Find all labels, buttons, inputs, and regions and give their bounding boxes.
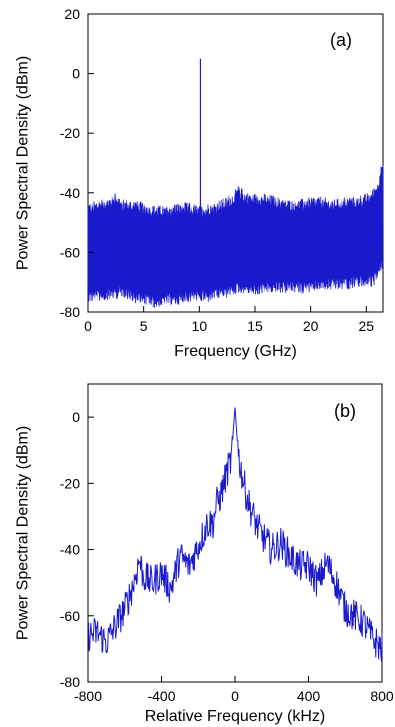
x-tick-label: 800 — [370, 688, 394, 704]
spectrum-line-a — [87, 165, 384, 308]
panel-label-a: (a) — [330, 30, 352, 50]
y-tick-label: -40 — [60, 185, 80, 201]
x-tick-label: 20 — [303, 318, 319, 334]
y-tick-label: -40 — [60, 542, 80, 558]
y-tick-label: -60 — [60, 244, 80, 260]
y-tick-label: 0 — [72, 66, 80, 82]
x-tick-label: 0 — [231, 688, 239, 704]
y-tick-label: -80 — [60, 674, 80, 690]
panel-label-b: (b) — [334, 401, 356, 421]
y-axis-title-b: Power Spectral Density (dBm) — [15, 426, 32, 640]
x-tick-label: -800 — [74, 688, 102, 704]
plot-frame-b — [87, 383, 383, 683]
x-axis-title-a: Frequency (GHz) — [174, 343, 297, 360]
chart-panel-a: 0 5 10 15 20 25 20 0 -20 -40 -60 -80 (a) Frequency… — [15, 6, 384, 360]
plot-frame-a — [87, 13, 384, 313]
x-tick-label: 400 — [297, 688, 321, 704]
x-tick-label: 0 — [84, 318, 92, 334]
y-tick-label: 0 — [72, 409, 80, 425]
x-ticks-a: 0 5 10 15 20 25 — [84, 306, 374, 334]
x-tick-label: 15 — [247, 318, 263, 334]
chart-panel-b: -800 -400 0 400 800 0 -20 -40 -60 -80 (b) Relati… — [15, 383, 394, 725]
x-tick-label: 10 — [192, 318, 208, 334]
x-axis-title-b: Relative Frequency (kHz) — [145, 708, 326, 725]
y-ticks-a: 20 0 -20 -40 -60 -80 — [60, 6, 94, 320]
x-ticks-b: -800 -400 0 400 800 — [74, 676, 394, 704]
x-tick-label: -400 — [147, 688, 175, 704]
spectrum-line-b — [87, 407, 383, 662]
y-tick-label: -20 — [60, 475, 80, 491]
y-tick-label: -20 — [60, 125, 80, 141]
x-tick-label: 25 — [359, 318, 375, 334]
y-axis-title-a: Power Spectral Density (dBm) — [15, 56, 32, 270]
y-ticks-b: 0 -20 -40 -60 -80 — [60, 409, 94, 690]
y-tick-label: -60 — [60, 608, 80, 624]
y-tick-label: -80 — [60, 304, 80, 320]
x-tick-label: 5 — [140, 318, 148, 334]
y-tick-label: 20 — [64, 6, 80, 22]
